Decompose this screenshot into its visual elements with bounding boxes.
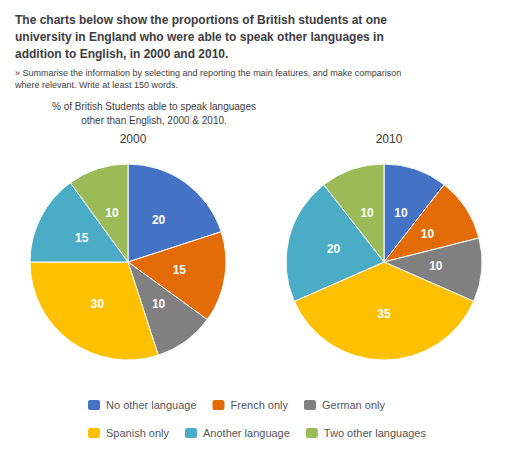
- svg-text:% of British Students able to: % of British Students able to speak lang…: [52, 101, 256, 112]
- svg-text:2000: 2000: [120, 132, 147, 146]
- svg-text:10: 10: [394, 206, 408, 220]
- svg-text:15: 15: [173, 263, 187, 277]
- svg-text:Two other languages: Two other languages: [324, 427, 427, 439]
- svg-text:Another language: Another language: [203, 427, 290, 439]
- svg-text:Spanish only: Spanish only: [106, 427, 169, 439]
- svg-text:where relevant. Write at least: where relevant. Write at least 150 words…: [14, 80, 178, 90]
- svg-text:20: 20: [152, 213, 166, 227]
- svg-text:15: 15: [75, 231, 89, 245]
- svg-text:The charts below show the prop: The charts below show the proportions of…: [15, 13, 387, 27]
- svg-text:10: 10: [429, 259, 443, 273]
- svg-text:German only: German only: [322, 399, 385, 411]
- svg-text:French only: French only: [231, 399, 289, 411]
- svg-text:university in England who were: university in England who were able to s…: [15, 30, 384, 44]
- svg-text:30: 30: [91, 297, 105, 311]
- svg-text:10: 10: [360, 206, 374, 220]
- svg-text:10: 10: [421, 227, 435, 241]
- svg-text:No other language: No other language: [106, 399, 197, 411]
- svg-text:35: 35: [377, 307, 391, 321]
- svg-text:20: 20: [327, 242, 341, 256]
- svg-text:other than English, 2000 & 201: other than English, 2000 & 2010.: [81, 115, 227, 126]
- svg-text:10: 10: [152, 297, 166, 311]
- svg-text:2010: 2010: [376, 132, 403, 146]
- svg-text:addition to English, in 2000 a: addition to English, in 2000 and 2010.: [15, 47, 228, 61]
- svg-text:10: 10: [105, 206, 119, 220]
- svg-text:» Summarise the information by: » Summarise the information by selecting…: [15, 68, 401, 78]
